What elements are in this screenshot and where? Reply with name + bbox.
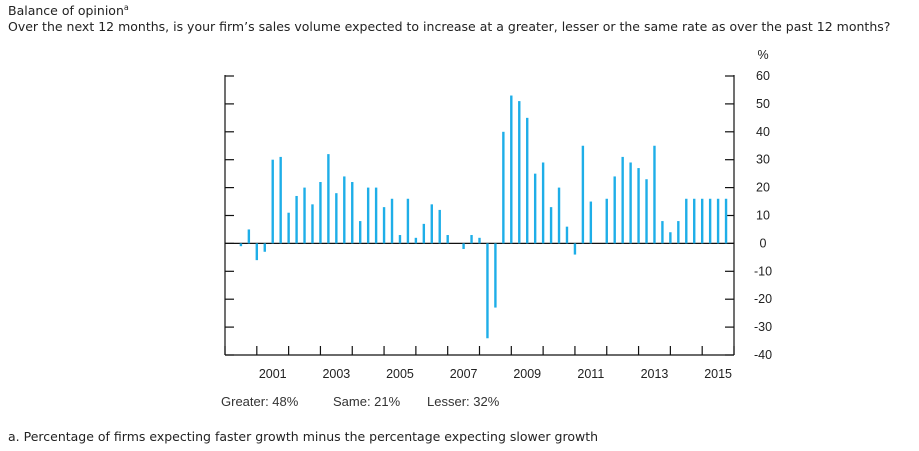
y-tick-label: -20 <box>754 292 772 306</box>
bar <box>359 221 362 244</box>
bar <box>549 207 553 244</box>
bar <box>557 187 561 244</box>
bar <box>653 145 656 244</box>
y-tick-label: 50 <box>756 97 770 111</box>
bar <box>589 201 593 244</box>
bar <box>669 232 672 244</box>
bar <box>271 159 274 244</box>
y-tick-label: 0 <box>760 236 767 250</box>
bar <box>422 223 426 244</box>
bar <box>621 156 624 244</box>
bar <box>382 207 386 244</box>
y-tick-label: -10 <box>754 264 772 278</box>
bar <box>478 237 481 244</box>
legend-same: Same: 21% <box>333 394 401 409</box>
bar <box>518 101 521 244</box>
bar <box>335 193 338 244</box>
bar <box>708 198 712 244</box>
x-tick-label: 2005 <box>386 367 414 381</box>
bar <box>573 243 577 255</box>
x-tick-label: 2011 <box>577 367 604 381</box>
x-tick-label: 2007 <box>450 367 478 381</box>
bar <box>287 212 290 244</box>
bar <box>390 198 394 244</box>
bar <box>462 243 465 249</box>
y-tick-label: 30 <box>756 153 770 167</box>
bar <box>398 235 402 244</box>
bar <box>533 173 537 244</box>
bar <box>629 162 632 244</box>
y-tick-label: -30 <box>754 320 772 334</box>
x-tick-label: 2003 <box>322 367 350 381</box>
y-tick-label: 10 <box>756 209 770 223</box>
y-tick-label: -40 <box>754 348 772 362</box>
bar <box>414 237 418 244</box>
bar <box>303 187 306 244</box>
x-tick-label: 2013 <box>641 367 669 381</box>
bar <box>438 209 441 244</box>
bar <box>526 117 529 244</box>
bar <box>327 154 330 244</box>
bar <box>685 198 688 244</box>
chart-question: Over the next 12 months, is your firm’s … <box>8 19 891 34</box>
bar <box>351 182 354 244</box>
bar <box>430 204 433 244</box>
bar <box>374 187 378 244</box>
bar <box>605 198 608 244</box>
bar <box>541 162 545 244</box>
y-tick-label: 20 <box>756 181 770 195</box>
chart-title-text: Balance of opinion <box>8 3 124 18</box>
y-tick-label: 60 <box>756 69 770 83</box>
x-tick-label: 2015 <box>704 367 732 381</box>
y-axis-unit: % <box>757 48 768 62</box>
bar <box>724 198 728 244</box>
bar <box>319 182 322 244</box>
bar <box>366 187 370 244</box>
bar <box>581 145 585 244</box>
legend-greater: Greater: 48% <box>221 394 299 409</box>
bar <box>406 198 410 244</box>
legend-lesser: Lesser: 32% <box>427 394 500 409</box>
bar <box>470 235 473 244</box>
chart-title: Balance of opiniona <box>8 3 129 18</box>
y-tick-label: 40 <box>756 125 770 139</box>
bar <box>716 198 720 244</box>
x-tick-label: 2001 <box>259 367 287 381</box>
bar <box>446 235 449 244</box>
bar <box>311 204 314 244</box>
bar <box>510 95 513 244</box>
bar <box>693 198 696 244</box>
bar <box>247 229 251 244</box>
title-footnote-mark: a <box>123 2 129 12</box>
bar <box>486 243 489 339</box>
footnote: a. Percentage of firms expecting faster … <box>8 429 599 444</box>
bar <box>263 243 266 252</box>
bar <box>645 179 648 244</box>
bar <box>700 198 704 244</box>
x-tick-label: 2009 <box>513 367 541 381</box>
bar <box>661 221 664 244</box>
bar <box>295 195 298 244</box>
bar <box>565 226 569 244</box>
bar <box>255 243 259 261</box>
bar <box>613 176 616 244</box>
bar <box>494 243 497 308</box>
bar <box>343 176 346 244</box>
bar <box>502 131 505 244</box>
bar <box>279 156 282 244</box>
bar <box>677 221 680 244</box>
bar <box>637 168 640 244</box>
bar <box>239 243 243 247</box>
